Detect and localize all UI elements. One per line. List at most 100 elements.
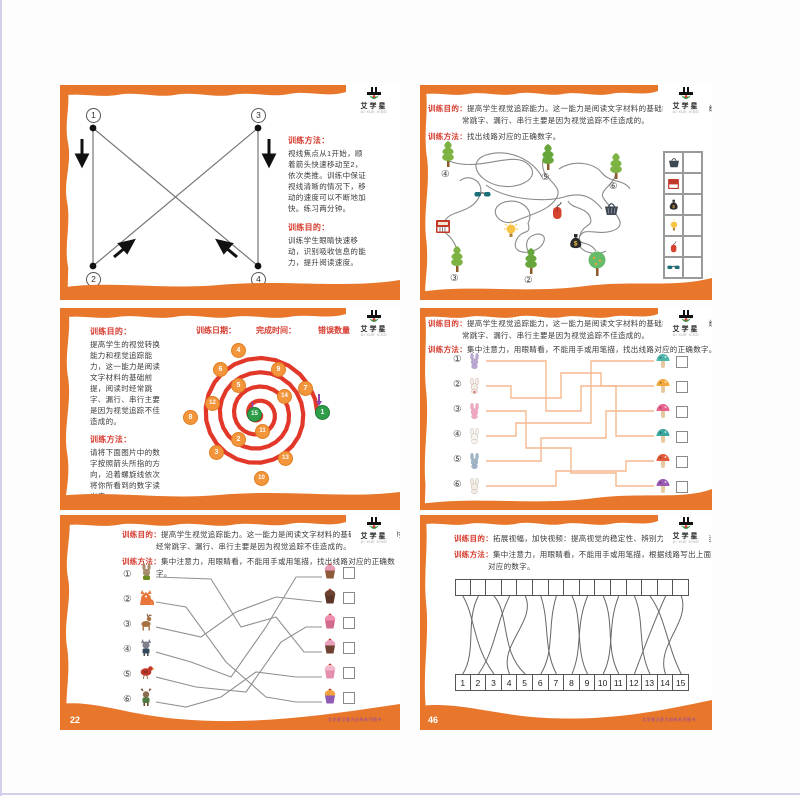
light-bulb-icon [504, 221, 518, 239]
tree-number: ③ [450, 273, 459, 284]
answer-checkbox [343, 567, 355, 579]
torn-edge-left [60, 85, 70, 300]
reindeer-icon [138, 688, 154, 706]
answer-table: $ [663, 151, 703, 279]
purpose-line: 训练目的：提高学生视觉追踪能力。这一能力是阅读文字材料的基础前提，阅读时经常跳字… [122, 529, 400, 552]
number-cell: 1 [455, 674, 471, 691]
row-number: ② [453, 379, 462, 390]
number-cell: 14 [657, 674, 674, 691]
cupcake-icon [322, 638, 338, 655]
method-text: 集中注意力，用眼睛看，不能用手或用笔描，根据线路写出上面方格对应的数字。 [488, 550, 712, 571]
logo-text: 艾学星 [360, 533, 388, 540]
money-bag-icon: $ [568, 233, 583, 250]
shopping-basket-icon [664, 152, 683, 173]
answer-cell [642, 579, 658, 596]
purpose-label: 训练目的： [454, 534, 493, 543]
purpose-text: 训练学生眼睛快速移动，识别吸收信息的能力，提升阅读速度。 [288, 236, 366, 267]
cupcake-icon [322, 613, 338, 630]
rabbit-icon [468, 378, 481, 394]
series-footer-text: 艾学星注意力训练系列图书 [642, 717, 696, 722]
answer-cell [470, 579, 487, 596]
purpose-line: 训练目的：提高学生视觉追踪能力，这一能力是阅读文字材料的基础前提，阅读时经常跳字… [428, 318, 712, 341]
method-label: 训练方法： [288, 136, 330, 145]
piano-icon [664, 173, 683, 194]
fox-icon [138, 588, 154, 606]
logo-text: 艾学星 [672, 326, 700, 333]
number-cell: 8 [564, 674, 580, 691]
method-label: 训练方法： [428, 345, 467, 354]
torn-edge-bottom [420, 700, 712, 730]
rabbit-icon [468, 428, 481, 444]
mushroom-icon [656, 378, 670, 394]
answer-box [683, 173, 702, 194]
tree-4 [439, 141, 457, 168]
sunglasses-icon [664, 257, 683, 278]
spiral-number: 10 [255, 472, 268, 485]
connection-lines [486, 360, 654, 487]
row-number: ④ [453, 429, 462, 440]
number-cell: 12 [626, 674, 643, 691]
logo-text: 艾学星 [360, 326, 388, 333]
answer-cell [595, 579, 611, 596]
answer-checkbox [343, 642, 355, 654]
sunglasses-icon [474, 190, 491, 199]
answer-box [683, 215, 702, 236]
answer-checkbox [343, 617, 355, 629]
answer-checkbox [676, 381, 688, 393]
purpose-label: 训练目的： [90, 327, 132, 336]
tangled-lines [462, 596, 684, 674]
mushroom-icon [656, 478, 670, 494]
node-circle-1: 1 [86, 108, 101, 123]
torn-edge-top [420, 85, 658, 95]
torn-edge-top [420, 308, 658, 318]
cupcake-icon [322, 663, 338, 680]
brand-logo: 艾学星 AI XUE XING [663, 86, 709, 115]
number-cell: 3 [486, 674, 502, 691]
logo-cap-plant-icon [679, 517, 693, 529]
logo-cap-plant-icon [367, 517, 381, 529]
rabbit-icon [468, 453, 481, 469]
page-rabbit-mushroom-exercise: 艾学星 AI XUE XING 训练目的：提高学生视觉追踪能力，这一能力是阅读文… [420, 308, 712, 510]
logo-cap-plant-icon [679, 87, 693, 99]
answer-checkbox [676, 356, 688, 368]
logo-cap-plant-icon [367, 310, 381, 322]
row-number: ③ [123, 619, 132, 630]
spiral-number: 12 [206, 397, 219, 410]
answer-box [683, 194, 702, 215]
torn-edge-top [60, 85, 346, 96]
method-line: 训练方法：集中注意力，用眼睛看，不能用手或用笔描，找出线路对应的正确数字。 [428, 344, 712, 356]
row-number: ③ [453, 404, 462, 415]
cupcake-icon [322, 588, 338, 605]
torn-edge-top [60, 308, 346, 318]
page-spiral-exercise: 艾学星 AI XUE XING 训练日期： 完成时间： 错误数量： 训练目的： … [60, 308, 400, 510]
page-animal-cupcake-exercise: 艾学星 AI XUE XING 训练目的：提高学生视觉追踪能力。这一能力是阅读文… [60, 515, 400, 730]
spiral-number-center: 15 [248, 408, 261, 421]
tree-number: ② [524, 275, 533, 286]
eye-jump-diagram [74, 124, 277, 270]
number-cell: 5 [517, 674, 533, 691]
method-label: 训练方法： [90, 435, 132, 444]
purpose-text: 提高学生的视觉转换能力和视觉追踪能力，这一能力是阅读文字材料的基础前提，阅读时经… [90, 340, 161, 426]
piano-icon [436, 220, 450, 233]
answer-box [683, 236, 702, 257]
number-cell: 15 [673, 674, 689, 691]
money-bag-icon: $ [664, 194, 683, 215]
shopping-basket-icon [604, 203, 619, 216]
number-cell: 9 [579, 674, 596, 691]
mushroom-icon [656, 453, 670, 469]
answer-cell [548, 579, 565, 596]
brand-logo: 艾学星 AI XUE XING [351, 516, 397, 545]
purpose-label: 训练目的： [428, 319, 467, 328]
tree-6 [607, 153, 625, 180]
tree-number: ④ [441, 169, 450, 180]
page-number: 46 [428, 715, 439, 725]
deer-icon [138, 613, 154, 631]
maze-lines [442, 152, 631, 254]
answer-checkbox [343, 692, 355, 704]
spiral-number: 9 [272, 363, 285, 376]
logo-subtext: AI XUE XING [360, 540, 388, 544]
answer-cell [532, 579, 549, 596]
spiral-number: 5 [232, 379, 245, 392]
number-cell: 10 [595, 674, 611, 691]
cupcake-icon [322, 688, 338, 705]
